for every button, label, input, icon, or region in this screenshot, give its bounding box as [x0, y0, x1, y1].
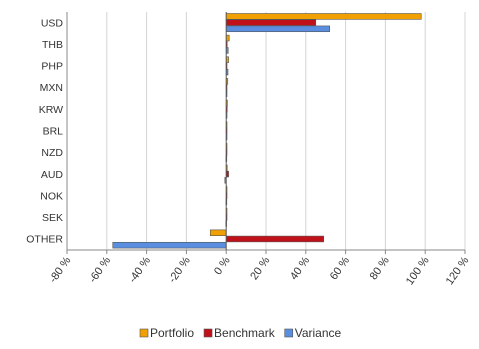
x-tick-label: -80 % [47, 255, 73, 286]
category-label-nzd: NZD [41, 147, 63, 159]
axis-layer [66, 12, 466, 254]
bar-variance-other [112, 241, 227, 249]
category-label-thb: THB [42, 39, 63, 51]
x-tick-labels: -80 % -60 % -40 % -20 % 0 % 20 % 40 % 60 % 80 % 1… [47, 255, 471, 288]
x-tick-label: 40 % [288, 255, 312, 283]
category-labels: USD THB PHP MXN KRW BRL NZD AUD NOK SEK OTHER [26, 17, 63, 245]
x-tick-label: 20 % [248, 255, 272, 283]
grid-layer [66, 12, 466, 250]
legend-label-portfolio: Portfolio [150, 326, 194, 340]
bar-portfolio-usd [225, 13, 422, 20]
category-label-aud: AUD [41, 169, 64, 181]
x-tick-label: -20 % [167, 255, 193, 286]
x-tick-label: -60 % [87, 255, 113, 286]
category-label-usd: USD [41, 17, 64, 29]
bar-benchmark-other [225, 235, 325, 243]
bar-benchmark-usd [225, 19, 317, 26]
bar-variance-usd [225, 25, 330, 33]
legend-swatch-portfolio [139, 328, 149, 338]
x-tick-label: 80 % [368, 255, 392, 283]
category-label-sek: SEK [42, 212, 63, 224]
legend-swatch-benchmark [203, 328, 213, 338]
x-tick-label: -40 % [127, 255, 153, 286]
category-label-brl: BRL [43, 126, 64, 138]
bar-layer [112, 13, 422, 249]
category-label-krw: KRW [39, 104, 63, 116]
legend-swatch-variance [284, 328, 294, 338]
category-label-other: OTHER [26, 234, 63, 246]
legend-label-benchmark: Benchmark [214, 326, 276, 340]
category-label-php: PHP [41, 61, 63, 73]
x-tick-label: 60 % [328, 255, 352, 283]
x-tick-label: 120 % [444, 255, 472, 288]
bar-portfolio-other [209, 229, 227, 236]
legend: Portfolio Benchmark Variance [139, 326, 342, 340]
x-tick-label: 0 % [212, 255, 233, 278]
x-tick-label: 100 % [404, 255, 432, 288]
category-label-nok: NOK [40, 190, 63, 202]
legend-label-variance: Variance [295, 326, 342, 340]
category-label-mxn: MXN [40, 82, 63, 94]
